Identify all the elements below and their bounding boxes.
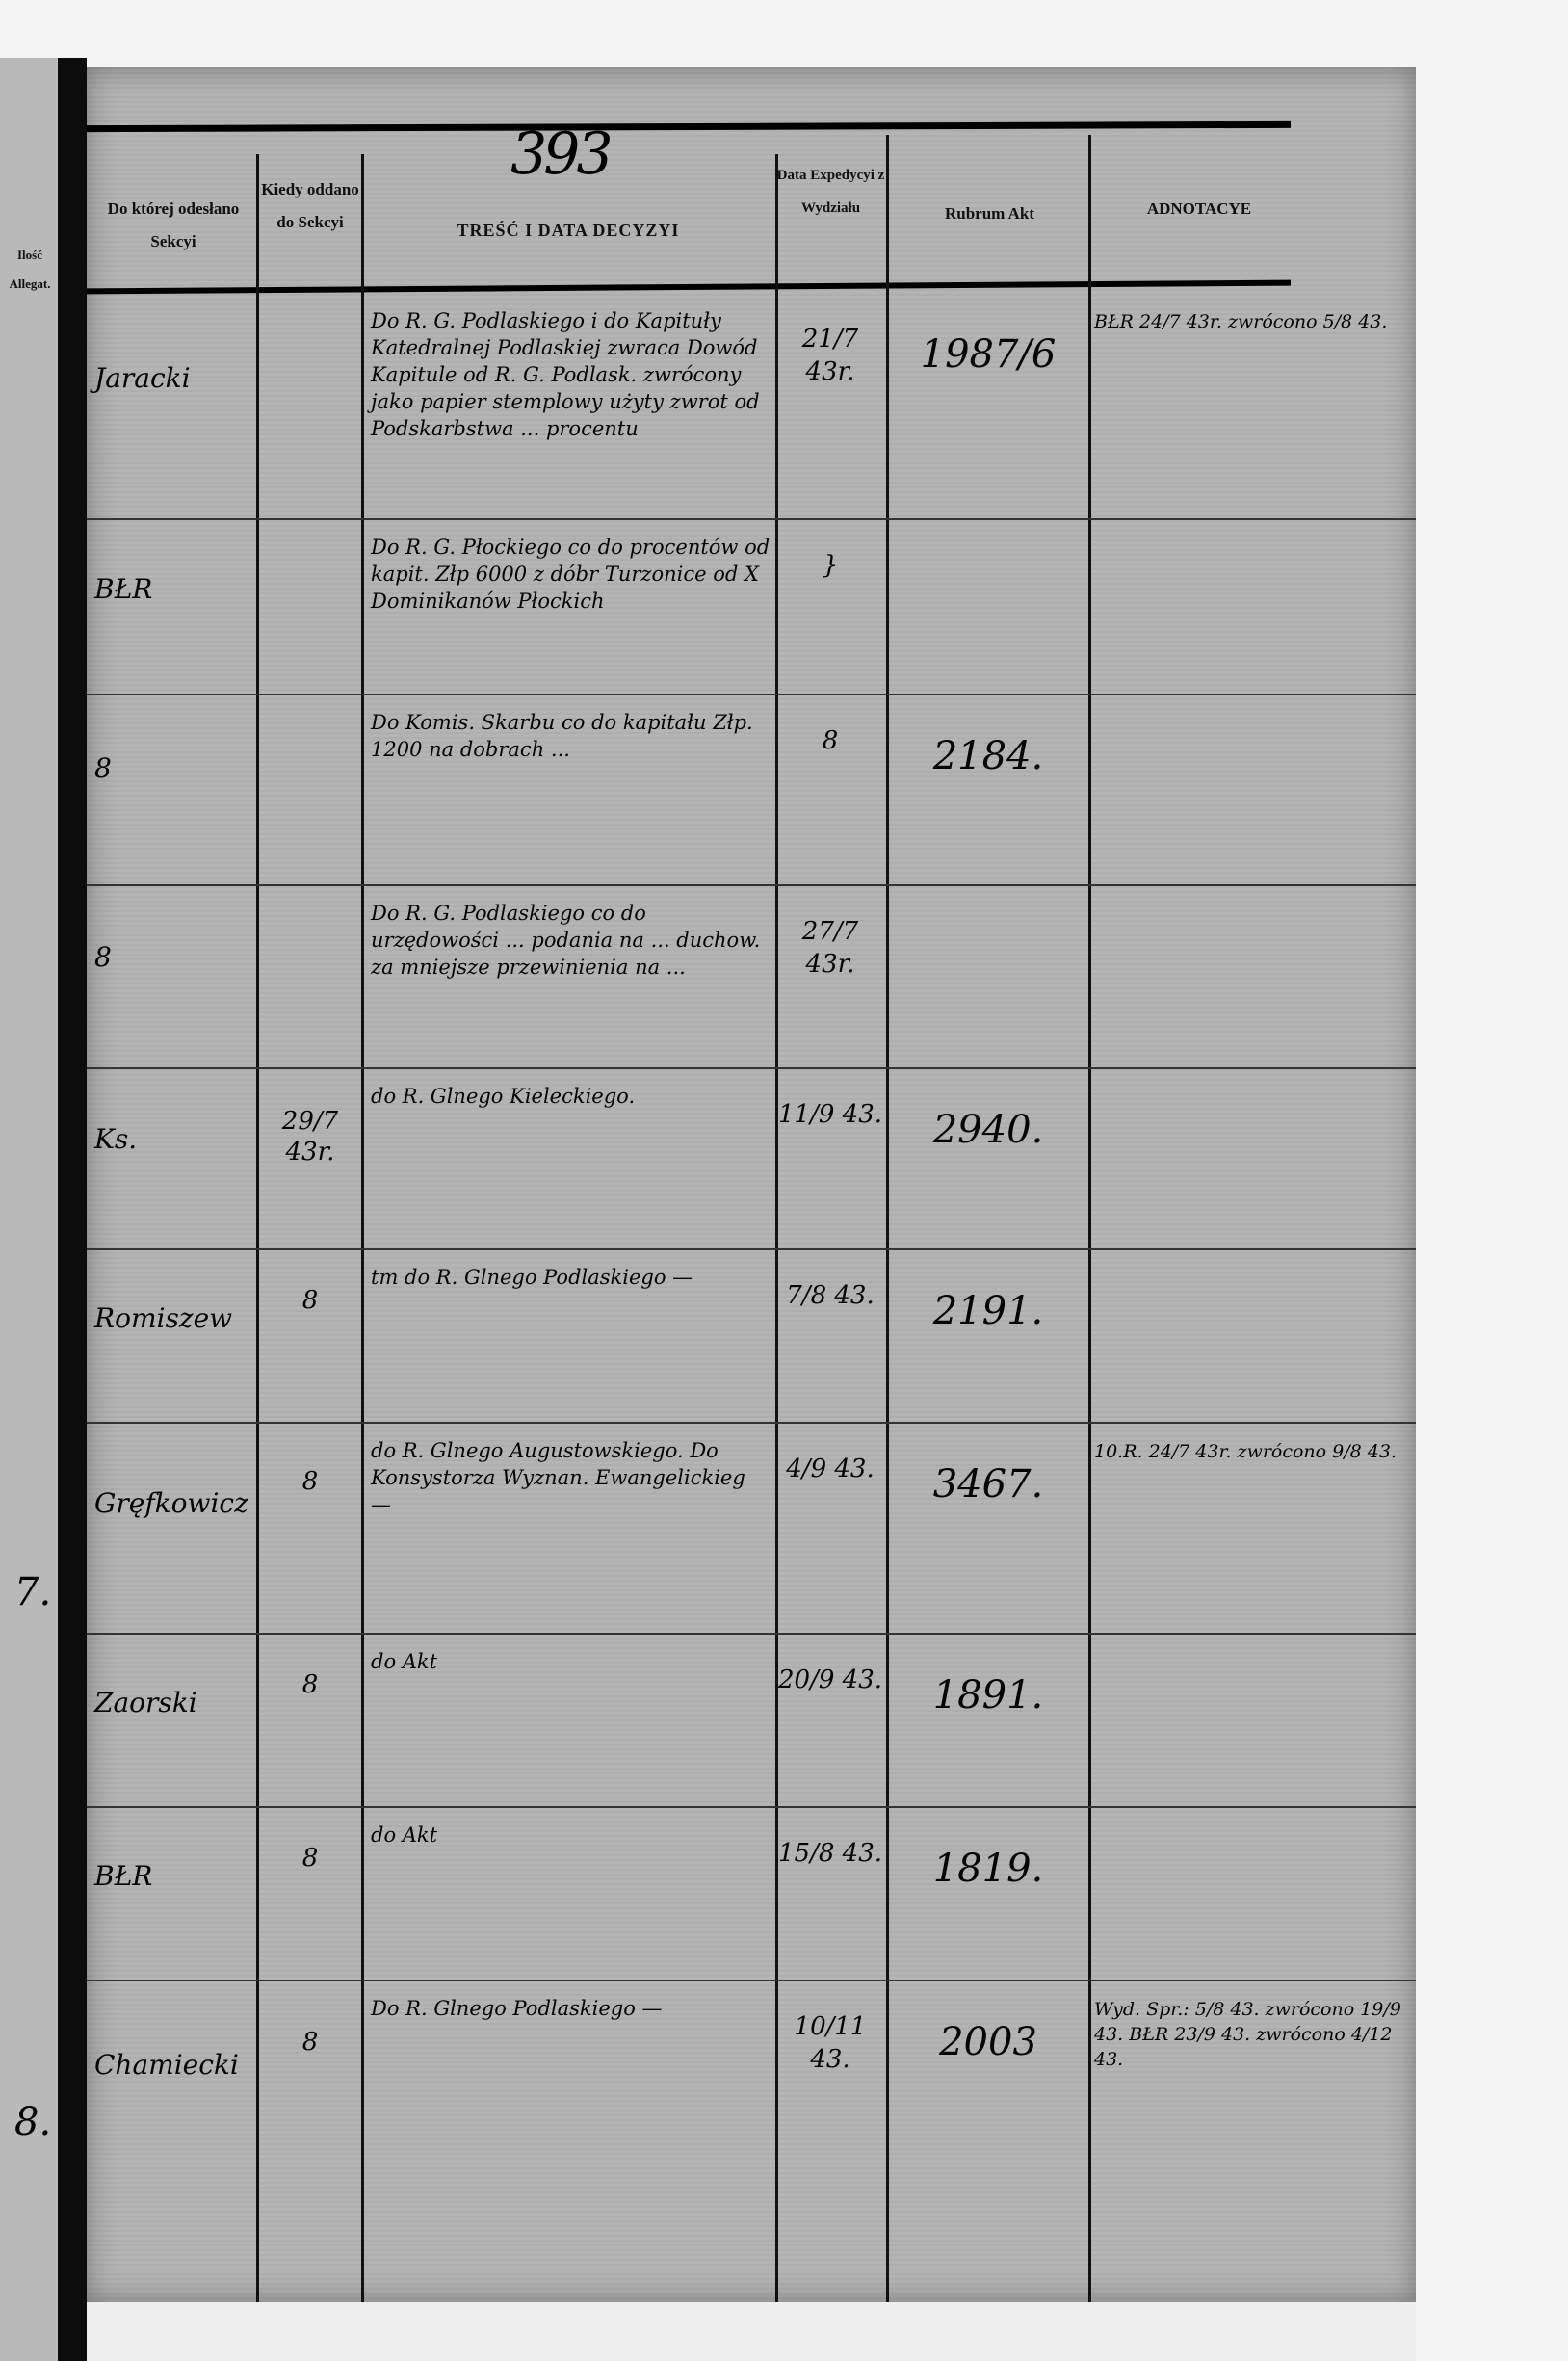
row-tresc: do R. Glnego Kieleckiego. [371,1085,636,1108]
register-row: Chamiecki 8 Do R. Glnego Podlaskiego — 10/1… [87,1981,1416,2206]
header-sekcja: Do której odesłano Sekcyi [107,199,240,250]
row-sekcja: Gręfkowicz [94,1486,248,1519]
left-page-mark: 7. [14,1570,52,1614]
row-data-expedycyi: 21/7 43r. [801,325,859,386]
register-row: Zaorski 8 do Akt 20/9 43. 1891. [87,1635,1416,1808]
column-divider [256,154,259,2302]
row-sekcja: BŁR [94,572,153,605]
row-rubrum: 2003 [939,2020,1037,2064]
row-tresc: Do R. G. Płockiego co do procentów od ka… [371,536,771,613]
row-rubrum: 2191. [932,1289,1044,1333]
row-divider [87,884,1416,886]
column-divider [361,154,364,2302]
row-tresc: do Akt [371,1823,438,1847]
row-tresc: tm do R. Glnego Podlaskiego — [371,1266,693,1289]
book-gutter [58,58,87,2361]
row-sekcja: 8 [94,752,112,785]
row-data-expedycyi: 8 [822,726,839,755]
row-kiedy: 8 [301,1670,319,1699]
row-divider [87,518,1416,520]
register-page [87,67,1416,2302]
row-tresc: Do Komis. Skarbu co do kapitału Złp. 120… [371,711,753,761]
row-divider [87,1422,1416,1424]
row-tresc: Do R. Glnego Podlaskiego — [371,1997,663,2020]
row-sekcja: 8 [94,941,112,973]
row-data-expedycyi: 10/11 43. [794,2012,867,2074]
header-tresc: TREŚĆ I DATA DECYZYI [457,221,680,240]
row-rubrum: 2940. [932,1108,1044,1152]
column-divider [1088,135,1091,2302]
page-bottom-margin [87,2302,1416,2361]
row-divider [87,694,1416,695]
row-rubrum: 1987/6 [920,332,1057,377]
row-sekcja: Zaorski [94,1687,197,1718]
left-page-mark: 8. [14,2100,52,2144]
row-divider [87,1633,1416,1635]
row-data-expedycyi: 7/8 43. [786,1281,875,1310]
register-row: Jaracki Do R. G. Podlaskiego i do Kapituł… [87,294,1416,520]
row-adnotacye: Wyd. Spr.: 5/8 43. zwrócono 19/9 43. BŁR… [1094,1999,1401,2070]
row-divider [87,1980,1416,1981]
row-adnotacye: BŁR 24/7 43r. zwrócono 5/8 43. [1094,311,1388,332]
row-divider [87,1806,1416,1808]
register-row: BŁR 8 do Akt 15/8 43. 1819. [87,1808,1416,1981]
register-row: Ks. 29/7 43r. do R. Glnego Kieleckiego. 11/… [87,1069,1416,1250]
row-divider [87,1067,1416,1069]
register-row: 8 Do R. G. Podlaskiego co do urzędowości … [87,886,1416,1069]
row-kiedy: 29/7 43r. [281,1106,339,1167]
row-kiedy: 8 [301,1286,319,1315]
row-kiedy: 8 [301,1466,319,1496]
header-data-expedycyi: Data Expedycyi z Wydziału [776,168,885,216]
left-page-header: Ilość Allegat. [9,248,51,291]
row-sekcja: Jaracki [94,361,191,394]
row-tresc: do Akt [371,1650,438,1673]
row-sekcja: BŁR [94,1860,153,1892]
left-page-fragment: Ilość Allegat. 7. 8. [0,58,60,2361]
row-tresc: do R. Glnego Augustowskiego. Do Konsysto… [371,1439,745,1516]
row-tresc: Do R. G. Podlaskiego co do urzędowości .… [371,902,761,979]
column-divider [886,135,889,2302]
register-row: Romiszew 8 tm do R. Glnego Podlaskiego — 7/… [87,1250,1416,1424]
row-rubrum: 3467. [932,1462,1044,1507]
header-adnotacye: ADNOTACYE [1146,199,1252,218]
row-sekcja: Romiszew [94,1302,233,1334]
row-data-expedycyi: } [822,551,839,580]
register-row: BŁR Do R. G. Płockiego co do procentów od… [87,520,1416,695]
header-kiedy: Kiedy oddano do Sekcyi [261,180,359,231]
row-rubrum: 2184. [932,734,1044,778]
row-data-expedycyi: 15/8 43. [778,1839,882,1868]
row-sekcja: Ks. [94,1123,138,1156]
row-rubrum: 1891. [932,1673,1044,1718]
row-kiedy: 8 [301,2027,319,2057]
page-number: 393 [510,120,614,188]
row-adnotacye: 10.R. 24/7 43r. zwrócono 9/8 43. [1094,1441,1397,1462]
row-rubrum: 1819. [932,1847,1044,1891]
row-tresc: Do R. G. Podlaskiego i do Kapituły Kated… [371,309,760,440]
row-divider [87,1248,1416,1250]
row-sekcja: Chamiecki [94,2048,239,2081]
row-data-expedycyi: 27/7 43r. [801,917,859,979]
row-kiedy: 8 [301,1844,319,1873]
register-row: Gręfkowicz 8 do R. Glnego Augustowskiego. … [87,1424,1416,1635]
row-data-expedycyi: 4/9 43. [786,1455,875,1483]
register-row: 8 Do Komis. Skarbu co do kapitału Złp. 12… [87,695,1416,886]
row-data-expedycyi: 20/9 43. [778,1666,882,1694]
row-data-expedycyi: 11/9 43. [778,1100,882,1129]
column-divider [775,154,778,2302]
header-rubrum: Rubrum Akt [944,204,1035,223]
